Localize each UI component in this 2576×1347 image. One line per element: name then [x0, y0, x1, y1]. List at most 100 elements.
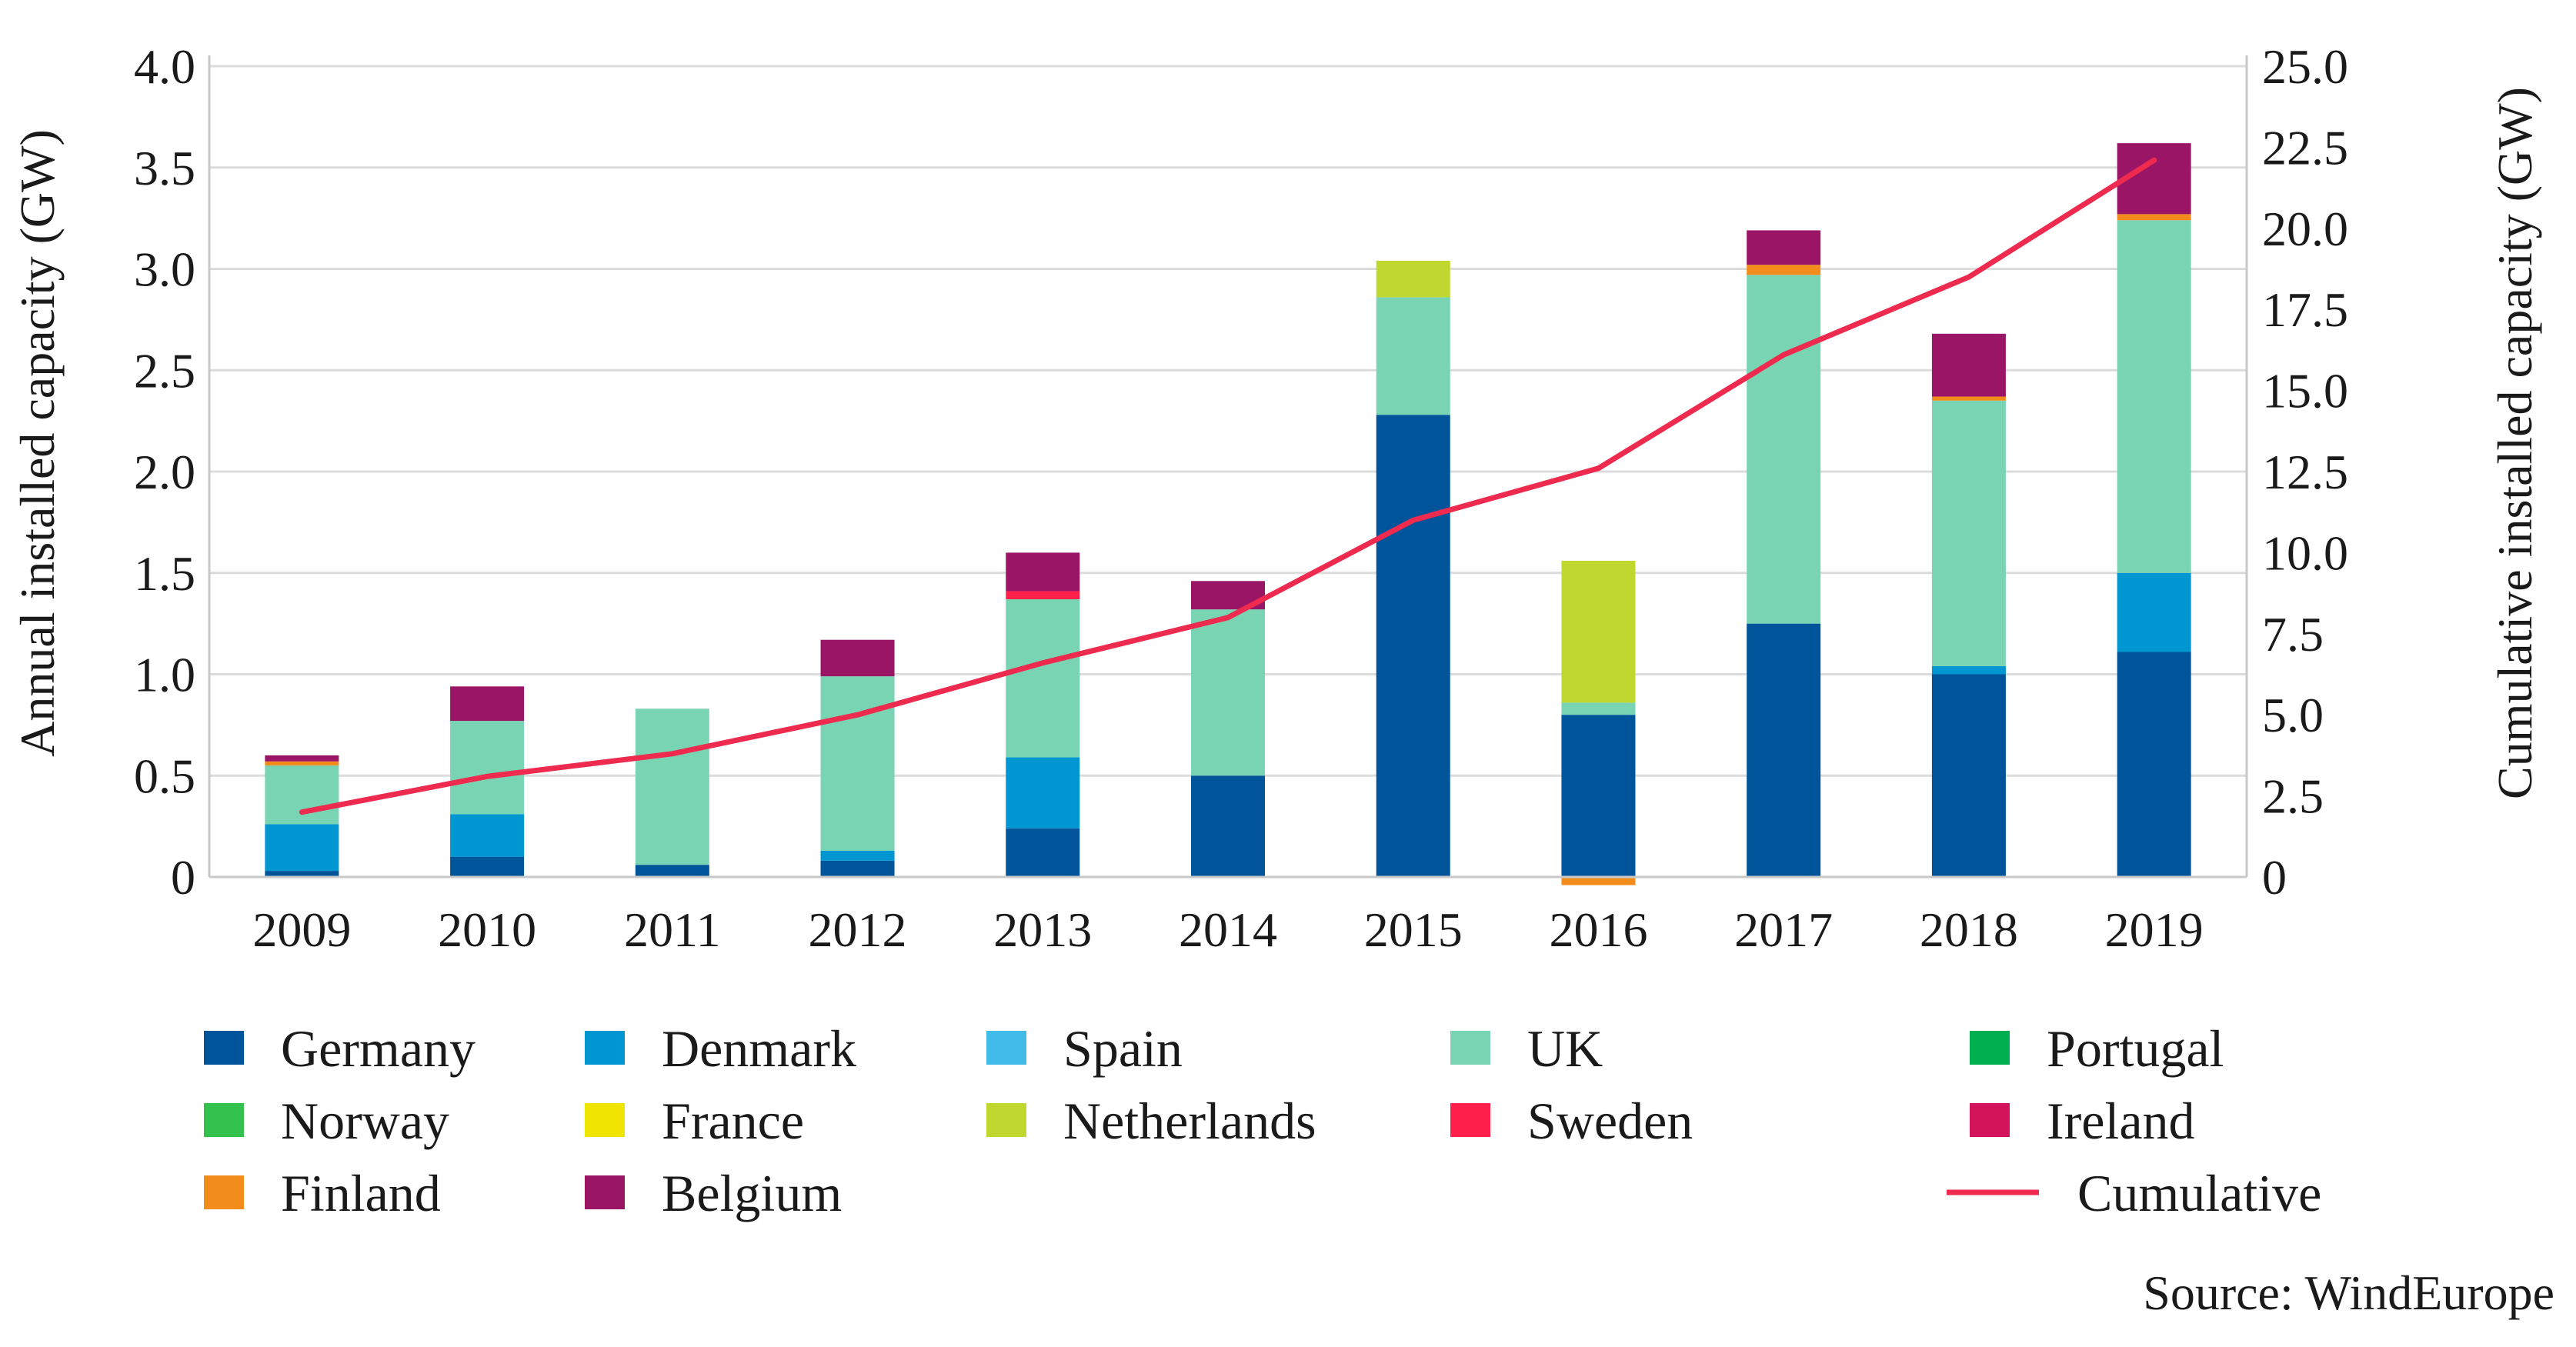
y-right-tick-label: 2.5 [2262, 769, 2324, 824]
x-tick-label: 2010 [438, 902, 536, 957]
bar-2012-uk [820, 676, 895, 851]
legend-label: Portugal [2047, 1019, 2224, 1078]
bar-2011-uk [635, 709, 709, 865]
bar-2014-uk [1191, 609, 1265, 776]
y-left-tick-label: 0.5 [134, 749, 195, 803]
legend-item-ireland: Ireland [1970, 1092, 2195, 1150]
bar-2012-belgium [820, 639, 895, 677]
bar-2015-uk [1376, 297, 1450, 415]
x-tick-label: 2018 [1920, 902, 2018, 957]
legend-label: Sweden [1527, 1092, 1693, 1150]
bar-2017-germany [1747, 623, 1821, 877]
cumulative-point-2012 [856, 714, 859, 716]
cumulative-point-2014 [1227, 616, 1229, 618]
legend-swatch [585, 1175, 625, 1209]
bar-2009-belgium [265, 755, 339, 762]
legend-swatch [986, 1031, 1026, 1065]
legend-label: Ireland [2047, 1092, 2195, 1150]
axes [208, 55, 2248, 879]
legend-swatch [1450, 1031, 1490, 1065]
bar-2013-denmark [1006, 757, 1080, 829]
bar-2009-denmark [265, 824, 339, 872]
bar-2019-denmark [2117, 572, 2191, 652]
x-tick-label: 2014 [1179, 902, 1277, 957]
bar-2018-belgium [1931, 333, 2006, 397]
bar-2016-uk [1561, 702, 1636, 715]
bar-2009-germany [265, 871, 339, 877]
bar-2010-germany [450, 856, 525, 877]
y-axis-right-title: Cumulative installed capacity (GW) [2488, 87, 2542, 799]
legend-label: Belgium [662, 1164, 842, 1222]
legend-label: France [662, 1092, 804, 1150]
bar-2013-uk [1006, 599, 1080, 758]
x-tick-label: 2013 [993, 902, 1092, 957]
legend-label: Germany [281, 1019, 475, 1078]
y-left-tick-label: 2.5 [134, 343, 195, 398]
bar-2012-germany [820, 860, 895, 877]
bar-2018-uk [1931, 400, 2006, 666]
x-tick-label: 2009 [252, 902, 351, 957]
y-right-tick-label: 20.0 [2262, 202, 2348, 256]
bar-2016-germany [1561, 715, 1636, 877]
y-left-tick-label: 3.5 [134, 141, 195, 195]
legend: Germany Denmark Spain UK Portugal Norway Franc… [204, 1019, 2321, 1222]
bar-2017-belgium [1747, 230, 1821, 265]
legend-item-germany: Germany [204, 1019, 475, 1078]
legend-item-netherlands: Netherlands [986, 1092, 1316, 1150]
legend-item-france: France [585, 1092, 804, 1150]
cumulative-point-2009 [301, 811, 303, 813]
y-right-tick-label: 10.0 [2262, 525, 2348, 580]
bar-2015-netherlands [1376, 260, 1450, 298]
legend-swatch [585, 1031, 625, 1065]
legend-swatch [585, 1103, 625, 1137]
legend-swatch [204, 1175, 244, 1209]
bar-2017-uk [1747, 275, 1821, 624]
cumulative-point-2011 [671, 752, 673, 755]
y-right-tick-label: 15.0 [2262, 364, 2348, 418]
y-right-tick-label: 25.0 [2262, 39, 2348, 94]
bar-2016-netherlands [1561, 560, 1636, 703]
bar-2011-germany [635, 865, 709, 877]
bar-2018-finland [1931, 396, 2006, 401]
legend-label: UK [1527, 1019, 1603, 1078]
y-left-tick-label: 0 [171, 850, 195, 905]
cumulative-point-2013 [1042, 662, 1044, 664]
bar-2013-germany [1006, 828, 1080, 877]
y-right-tick-label: 5.0 [2262, 688, 2324, 742]
bar-2010-denmark [450, 814, 525, 857]
legend-swatch [1970, 1103, 2010, 1137]
y-axis-left-title: Annual installed capacity (GW) [10, 129, 65, 757]
legend-swatch [1450, 1103, 1490, 1137]
bar-2009-finland [265, 761, 339, 766]
y-right-tick-label: 17.5 [2262, 282, 2348, 337]
legend-item-uk: UK [1450, 1019, 1603, 1078]
y-right-tick-label: 0 [2262, 850, 2287, 905]
cumulative-point-2010 [486, 775, 489, 778]
bar-2019-finland [2117, 214, 2191, 221]
bars [265, 143, 2191, 885]
legend-label: Spain [1063, 1019, 1183, 1078]
legend-item-cumulative: Cumulative [1947, 1164, 2321, 1222]
legend-item-sweden: Sweden [1450, 1092, 1693, 1150]
legend-label: Norway [281, 1092, 449, 1150]
bar-2013-belgium [1006, 552, 1080, 592]
bar-2014-germany [1191, 775, 1265, 877]
cumulative-point-2017 [1783, 354, 1785, 356]
bar-2012-denmark [820, 850, 895, 861]
bar-2009-uk [265, 765, 339, 825]
legend-label: Denmark [662, 1019, 856, 1078]
bar-2019-germany [2117, 652, 2191, 877]
legend-item-spain: Spain [986, 1019, 1183, 1078]
bar-2010-belgium [450, 686, 525, 722]
legend-label: Netherlands [1063, 1092, 1316, 1150]
bar-2018-germany [1931, 674, 2006, 877]
x-tick-label: 2016 [1549, 902, 1647, 957]
bar-2013-sweden [1006, 591, 1080, 600]
legend-item-portugal: Portugal [1970, 1019, 2224, 1078]
legend-swatch [986, 1103, 1026, 1137]
y-right-tick-label: 7.5 [2262, 607, 2324, 662]
y-left-tick-label: 4.0 [134, 39, 195, 94]
cumulative-point-2015 [1412, 519, 1414, 522]
